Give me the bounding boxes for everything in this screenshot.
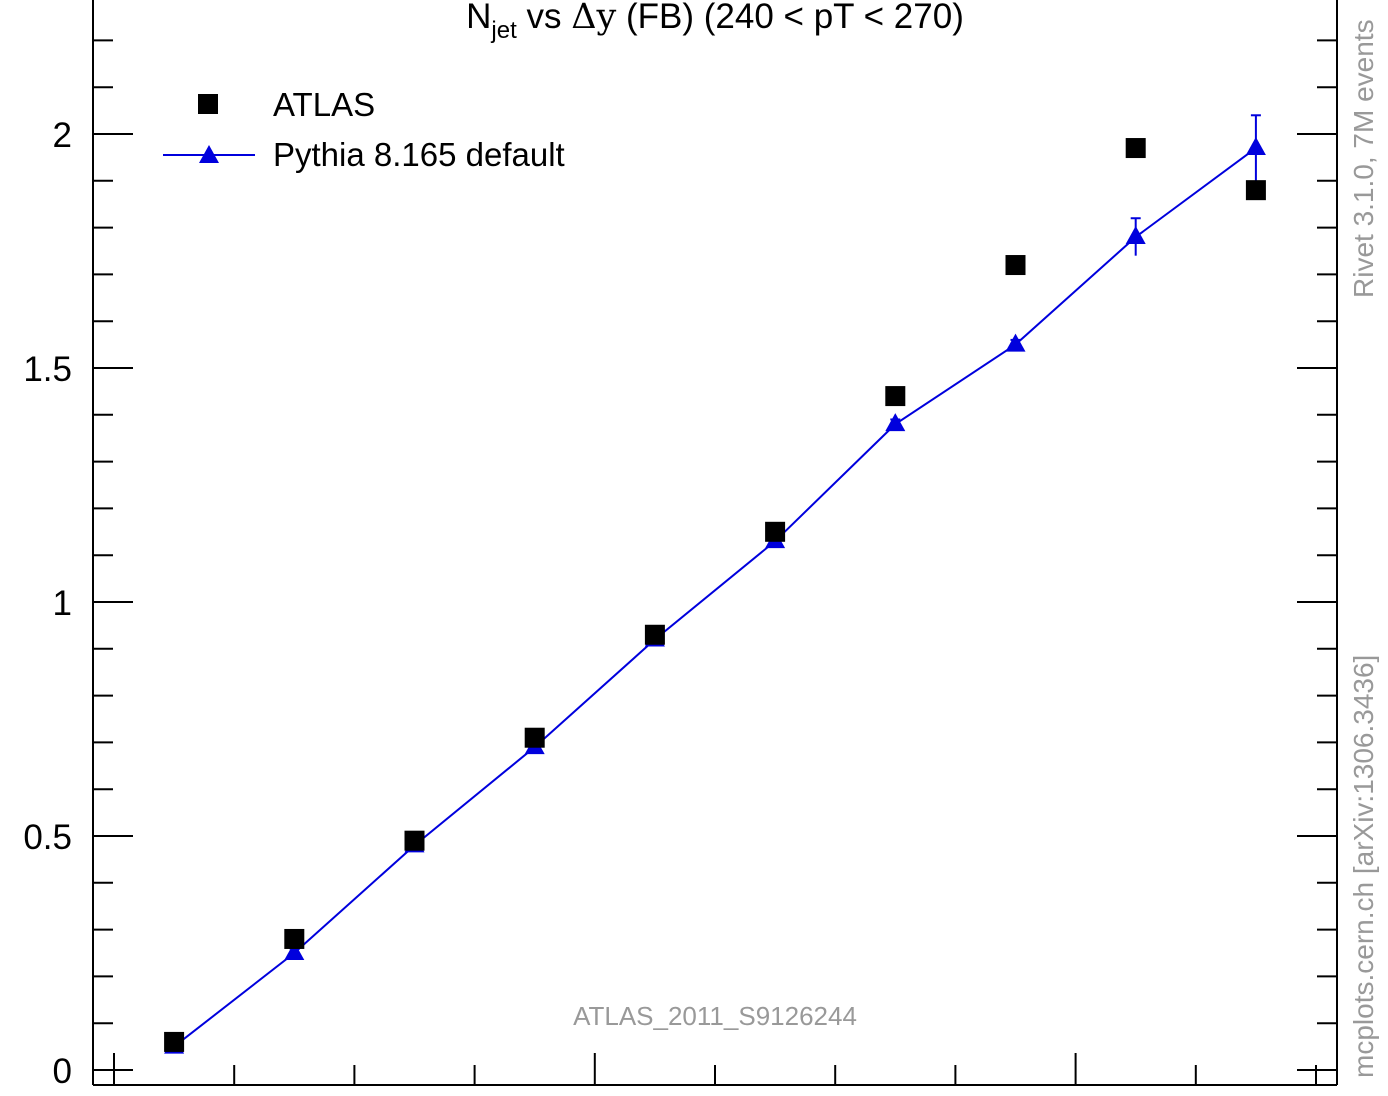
y-tick-label: 1 (53, 584, 72, 623)
atlas-point (885, 386, 906, 407)
chart-title: Njet vs Δy (FB) (240 < pT < 270) (466, 0, 964, 44)
legend-pythia-label: Pythia 8.165 default (273, 136, 565, 173)
pythia-point (284, 942, 305, 960)
x-axis-ticks (113, 1053, 1317, 1085)
analysis-annotation: ATLAS_2011_S9126244 (573, 1001, 857, 1031)
y-axis-tick-labels: 00.511.522.533.544.5 (23, 116, 72, 1091)
legend-atlas-label: ATLAS (273, 86, 375, 123)
pythia-point (1005, 333, 1026, 352)
legend: ATLAS Pythia 8.165 default (163, 86, 565, 173)
atlas-point (1245, 180, 1266, 201)
atlas-point (1125, 138, 1146, 159)
atlas-point (524, 727, 545, 748)
pythia-line (173, 147, 1257, 1048)
y-tick-label: 1.5 (23, 350, 72, 389)
y-tick-label: 0.5 (23, 818, 72, 857)
rivet-version-label: Rivet 3.1.0, 7M events (1348, 19, 1379, 298)
atlas-point (644, 624, 665, 645)
atlas-point (164, 1031, 185, 1052)
pythia-point (1125, 225, 1146, 244)
atlas-point (284, 928, 305, 949)
series-pythia (164, 114, 1266, 1054)
series-atlas (164, 138, 1266, 1052)
legend-pythia-marker (199, 145, 219, 163)
atlas-point (765, 521, 786, 542)
y-axis-ticks (93, 39, 1337, 1071)
atlas-point (404, 830, 425, 851)
legend-atlas-marker (198, 94, 218, 114)
pythia-point (1245, 137, 1266, 156)
y-tick-label: 2 (53, 116, 72, 155)
mcplots-label: mcplots.cern.ch [arXiv:1306.3436] (1348, 655, 1379, 1078)
atlas-point (1005, 255, 1026, 276)
pythia-point (885, 413, 906, 432)
y-tick-label: 0 (53, 1052, 72, 1091)
